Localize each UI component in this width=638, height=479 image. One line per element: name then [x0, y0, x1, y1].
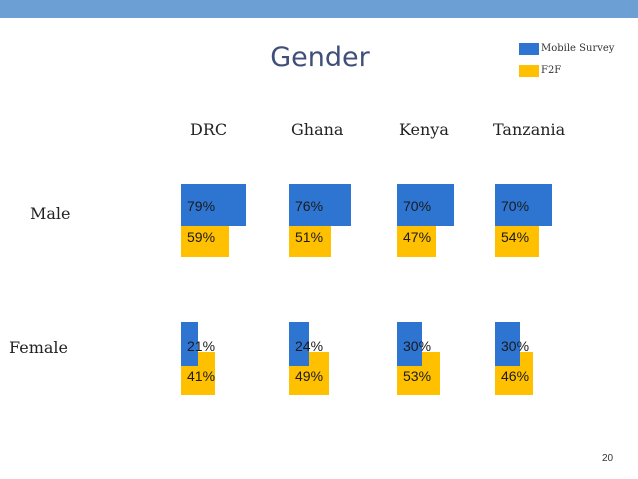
country-label: Ghana — [291, 120, 344, 139]
bar-f2f — [495, 226, 540, 257]
data-label-f2f: 46% — [501, 368, 530, 384]
data-label-mobile-survey: 70% — [501, 198, 530, 214]
row-label: Male — [30, 204, 71, 223]
legend-label: Mobile Survey — [541, 43, 615, 54]
legend-swatch — [519, 65, 539, 77]
data-label-mobile-survey: 30% — [501, 338, 530, 354]
bar-f2f — [397, 226, 436, 257]
bar-mobile-survey — [397, 322, 422, 366]
bar-mobile-survey — [495, 322, 520, 366]
data-label-f2f: 41% — [187, 368, 216, 384]
data-label-mobile-survey: 76% — [295, 198, 324, 214]
data-label-mobile-survey: 70% — [403, 198, 432, 214]
data-label-mobile-survey: 30% — [403, 338, 432, 354]
bar-mobile-survey — [289, 184, 352, 226]
top-accent-bar — [0, 0, 638, 18]
data-label-f2f: 51% — [295, 229, 324, 245]
country-label: Kenya — [399, 120, 449, 139]
country-label: DRC — [190, 120, 228, 139]
data-label-f2f: 59% — [187, 229, 216, 245]
data-label-mobile-survey: 21% — [187, 338, 216, 354]
bar-f2f — [289, 226, 331, 257]
row-label: Female — [9, 338, 68, 357]
data-label-f2f: 53% — [403, 368, 432, 384]
page-number: 20 — [602, 453, 614, 464]
legend-label: F2F — [541, 65, 562, 76]
country-label: Tanzania — [493, 120, 566, 139]
bar-mobile-survey — [397, 184, 455, 226]
bar-mobile-survey — [181, 184, 246, 226]
slide-title: Gender — [270, 42, 370, 73]
bar-mobile-survey — [289, 322, 309, 366]
data-label-f2f: 54% — [501, 229, 530, 245]
bar-mobile-survey — [495, 184, 553, 226]
bar-f2f — [181, 226, 230, 257]
bar-mobile-survey — [181, 322, 199, 366]
data-label-mobile-survey: 24% — [295, 338, 324, 354]
data-label-mobile-survey: 79% — [187, 198, 216, 214]
data-label-f2f: 49% — [295, 368, 324, 384]
legend-swatch — [519, 43, 539, 55]
data-label-f2f: 47% — [403, 229, 432, 245]
